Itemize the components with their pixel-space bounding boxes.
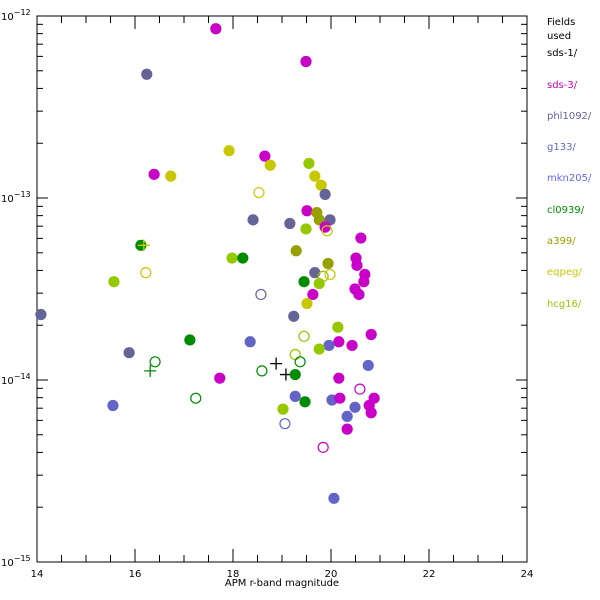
data-point-sds-3 [351,259,363,271]
data-point-g133 [341,410,353,422]
x-tick-label: 18 [227,569,240,580]
data-point-hcg16 [313,277,325,290]
data-point-phl1092 [141,68,153,80]
data-point-phl1092 [35,308,47,321]
data-point-sds-3 [214,372,226,384]
data-point-cl0939 [298,276,310,288]
data-point-sds-3 [210,23,222,35]
data-point-eqpeg [264,159,276,171]
data-point-hcg16 [300,223,312,235]
data-point-sds-3 [346,339,358,352]
legend: Fields used sds-1/sds-3/phl1092/g133/mkn… [547,16,600,310]
legend-item: g133/ [547,142,576,154]
x-tick-label: 24 [521,569,534,580]
data-point-eqpeg [140,267,152,279]
data-point-cl0939 [184,334,196,346]
data-point-phl1092 [247,214,259,226]
data-point-cl0939 [149,356,161,368]
data-point-phl1092 [255,288,267,301]
data-point-eqpeg [321,225,333,237]
data-point-cl0939 [289,368,301,381]
data-point-g133 [362,359,374,372]
legend-item: a399/ [547,236,576,248]
data-point-cl0939 [256,365,268,377]
legend-title: Fields used [547,17,576,42]
data-point-eqpeg [137,239,150,252]
data-point-sds-3 [358,276,370,288]
data-point-phl1092 [284,217,296,230]
data-point-g133 [323,339,335,352]
data-point-sds-3 [333,372,345,384]
data-point-sds-3 [301,205,313,217]
data-point-eqpeg [309,170,321,182]
data-point-cl0939 [190,392,202,404]
data-point-eqpeg [253,186,265,199]
data-point-g133 [328,492,340,504]
data-point-sds-3 [365,407,377,419]
y-tick-label: 10−14 [1,372,31,387]
data-point-sds-3 [341,423,353,435]
data-point-cl0939 [144,364,157,377]
data-point-eqpeg [324,268,336,281]
data-point-sds-3 [307,288,319,301]
legend-item: cl0939/ [547,204,585,216]
legend-item: sds-3/ [547,79,578,91]
data-point-hcg16 [332,321,344,333]
data-point-eqpeg [301,297,313,310]
plot-frame [36,15,528,563]
data-point-eqpeg [165,170,177,182]
data-point-eqpeg [315,179,327,191]
data-point-sds-3 [353,288,365,301]
data-point-cl0939 [294,356,306,368]
data-point-hcg16 [313,343,325,355]
data-point-phl1092 [288,310,300,322]
legend-item: phl1092/ [547,110,592,122]
data-point-phl1092 [319,188,331,200]
data-point-cl0939 [237,252,249,264]
data-point-g133 [244,336,256,348]
data-point-cl0939 [299,396,311,408]
data-point-a399 [322,257,334,270]
data-point-sds-3 [259,150,271,162]
y-tick-label: 10−15 [1,554,31,569]
data-point-hcg16 [289,348,301,361]
data-point-phl1092 [123,347,135,359]
data-point-g133 [279,418,291,430]
data-point-sds-3 [148,168,160,180]
data-point-g133 [107,399,119,412]
x-axis-label: APM r-band magnitude [224,578,340,589]
data-point-a399 [290,245,302,257]
legend-item: hcg16/ [547,298,582,310]
data-point-sds-3 [354,383,366,395]
data-point-hcg16 [277,403,289,415]
data-point-hcg16 [303,157,315,170]
x-tick-label: 14 [31,569,44,580]
data-point-hcg16 [298,330,310,342]
data-point-sds-3 [365,328,377,341]
x-tick-label: 16 [129,569,142,580]
data-point-hcg16 [108,276,120,288]
legend-item: sds-1/ [547,48,578,60]
y-tick-label: 10−13 [1,190,31,205]
data-point-sds-1 [270,357,283,370]
data-point-sds-3 [334,392,346,404]
data-point-sds-3 [333,336,345,348]
x-tick-label: 22 [423,569,436,580]
data-point-sds-3 [317,441,329,453]
y-tick-label: 10−12 [1,8,31,23]
data-point-g133 [349,401,361,413]
legend-item: eqpeg/ [547,267,582,279]
data-point-sds-3 [355,232,367,244]
data-point-sds-3 [319,221,331,233]
data-point-g133 [289,390,301,402]
data-point-eqpeg [223,145,235,157]
data-point-hcg16 [226,252,238,264]
legend-item: mkn205/ [547,173,592,185]
x-tick-label: 20 [325,569,338,580]
data-point-sds-3 [300,55,312,68]
